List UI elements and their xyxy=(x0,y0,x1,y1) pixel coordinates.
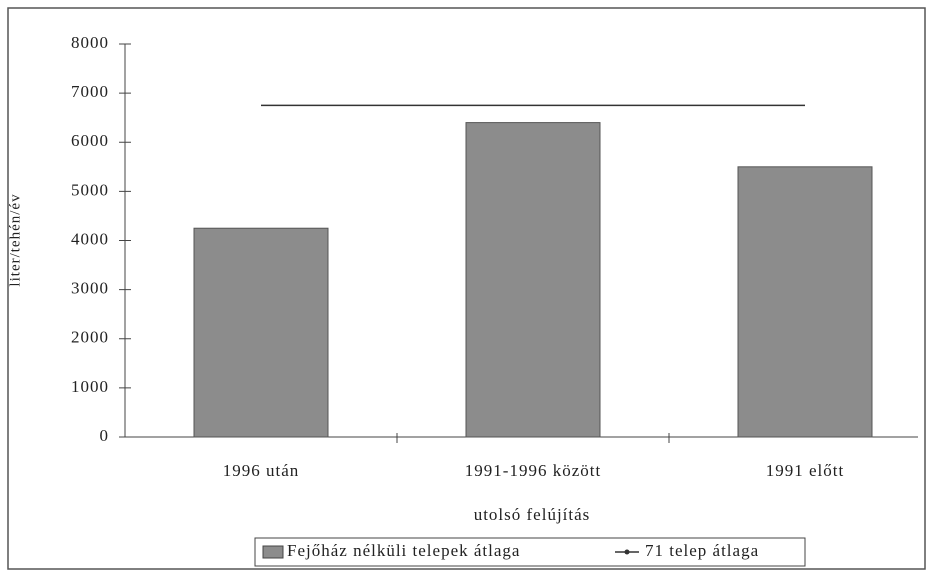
y-axis-label: liter/tehén/év xyxy=(7,193,23,286)
legend-box xyxy=(254,537,806,567)
bar xyxy=(737,166,873,438)
y-tick-label: 2000 xyxy=(71,328,109,347)
x-axis-label: utolsó felújítás xyxy=(474,505,591,524)
y-tick-label: 3000 xyxy=(71,279,109,298)
legend-swatch xyxy=(262,545,284,559)
legend-label: 71 telep átlaga xyxy=(645,541,759,560)
bar xyxy=(193,227,329,438)
bar xyxy=(465,122,601,438)
legend-label: Fejőház nélküli telepek átlaga xyxy=(287,541,520,560)
legend-marker xyxy=(624,549,630,555)
frame xyxy=(7,7,926,570)
y-tick-label: 4000 xyxy=(71,229,109,248)
y-tick-label: 7000 xyxy=(71,82,109,101)
x-tick-label: 1991 előtt xyxy=(766,461,844,480)
y-tick-label: 0 xyxy=(100,426,110,445)
x-tick-label: 1991-1996 között xyxy=(465,461,601,480)
y-tick-label: 5000 xyxy=(71,180,109,199)
x-tick-label: 1996 után xyxy=(223,461,300,480)
y-tick-label: 1000 xyxy=(71,377,109,396)
y-tick-label: 6000 xyxy=(71,131,109,150)
y-tick-label: 8000 xyxy=(71,33,109,52)
